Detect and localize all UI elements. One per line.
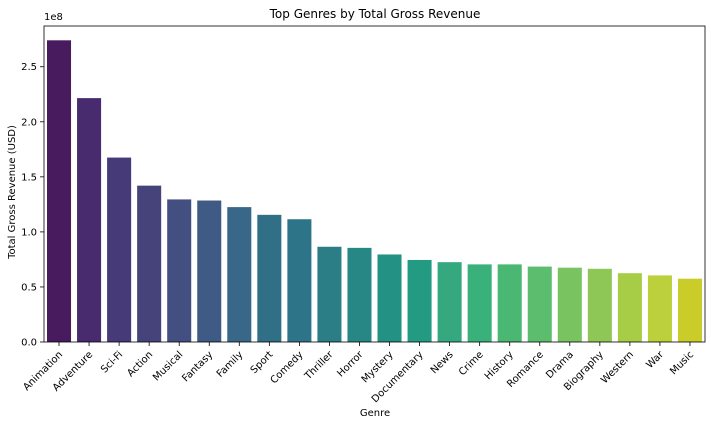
x-tick-label: Thriller	[302, 349, 336, 383]
bar-fantasy	[197, 200, 222, 342]
x-tick-label: Music	[668, 349, 696, 377]
x-tick-label: War	[644, 349, 666, 371]
y-tick-label: 1.5	[21, 172, 37, 183]
bar-mystery	[377, 254, 402, 342]
y-tick-label: 0.5	[21, 282, 37, 293]
bar-sport	[257, 214, 282, 342]
x-tick-label: Family	[215, 349, 246, 380]
y-axis-title: Total Gross Revenue (USD)	[7, 125, 18, 260]
bar-crime	[467, 264, 492, 342]
y-axis-ticks: 0.0 0.5 1.0 1.5 2.0 2.5	[21, 62, 44, 349]
x-tick-label: Comedy	[269, 349, 306, 386]
x-tick-label: Fantasy	[180, 349, 215, 384]
chart-title: Top Genres by Total Gross Revenue	[269, 7, 481, 21]
y-tick-label: 2.5	[21, 62, 37, 73]
bar-documentary	[407, 259, 432, 342]
bar-war	[647, 275, 672, 342]
x-tick-label: Sport	[249, 349, 276, 376]
bar-thriller	[317, 246, 342, 342]
x-axis-title: Genre	[360, 408, 390, 419]
bar-music	[677, 278, 702, 342]
bar-romance	[527, 266, 552, 342]
bar-biography	[587, 268, 612, 342]
x-tick-label: News	[429, 349, 456, 376]
bar-comedy	[287, 219, 312, 342]
y-tick-label: 0.0	[21, 338, 37, 349]
y-tick-label: 1.0	[21, 227, 37, 238]
y-tick-label: 2.0	[21, 117, 37, 128]
bars-layer	[47, 40, 702, 343]
bar-action	[137, 185, 162, 342]
bar-animation	[47, 40, 72, 343]
y-axis-offset-label: 1e8	[44, 12, 63, 23]
bar-history	[497, 264, 522, 342]
bar-horror	[347, 247, 372, 342]
bar-adventure	[77, 98, 102, 343]
bar-western	[617, 273, 642, 342]
bar-sci-fi	[107, 157, 132, 342]
x-tick-label: Western	[599, 349, 636, 386]
bar-drama	[557, 267, 582, 342]
x-tick-label: Sci-Fi	[99, 349, 125, 375]
bar-family	[227, 207, 252, 342]
x-tick-label: Crime	[457, 349, 486, 378]
bar-news	[437, 262, 462, 342]
plot-frame	[43, 25, 706, 343]
bar-musical	[167, 199, 192, 342]
x-tick-label: Musical	[151, 349, 185, 383]
